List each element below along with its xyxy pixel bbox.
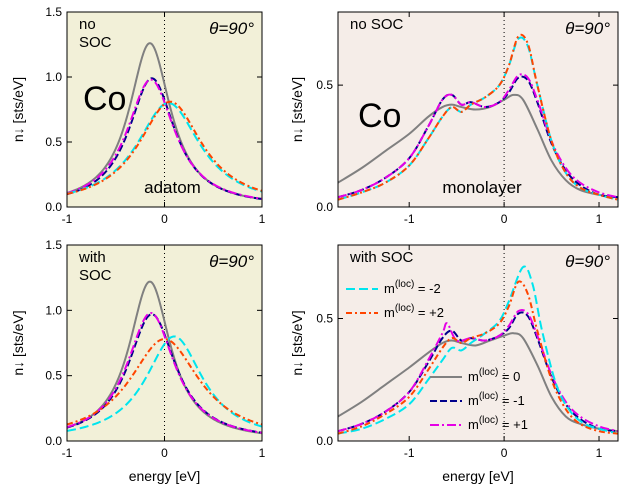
panel-top-right: -1 0 1 0.0 0.5 n↓ [sts/eV] no SOC θ=90° Co monola… <box>289 11 619 226</box>
legend-label: m(loc) = -1 <box>468 391 525 408</box>
y-tick-label: 0.0 <box>316 200 333 214</box>
panel-top-left: -1 0 1 0.0 0.5 1.0 1.5 n↓ [sts/eV] no SOC θ=90° Co a… <box>10 5 266 226</box>
y-tick-label: 0.0 <box>45 434 62 448</box>
y-tick-label: 0.5 <box>316 78 333 92</box>
y-tick-label: 0.0 <box>45 200 62 214</box>
x-tick-label: 1 <box>259 212 266 226</box>
y-tick-label: 0.5 <box>45 369 62 383</box>
x-tick-label: 0 <box>501 446 508 460</box>
y-axis-label: n↓ [sts/eV] <box>10 310 26 375</box>
theta-label: θ=90° <box>209 19 254 38</box>
plot-background <box>338 245 618 441</box>
soc-label: no SOC <box>350 16 404 33</box>
series-line-2 <box>67 78 262 200</box>
series-line-2 <box>338 308 618 433</box>
plot-frame <box>337 11 619 208</box>
x-tick-label: -1 <box>62 212 73 226</box>
x-tick-label: -1 <box>62 446 73 460</box>
legend-label: m(loc) = +1 <box>468 415 528 432</box>
series-line-3 <box>67 335 262 432</box>
legend-item: m(loc) = +1 <box>430 415 528 432</box>
x-tick-label: 0 <box>501 212 508 226</box>
soc-label: no SOC <box>79 16 112 51</box>
panel-bottom-left: -1 0 1 0.0 0.5 1.0 1.5 n↓ [sts/eV] energy [eV] wi… <box>10 238 266 484</box>
structure-label: adatom <box>144 178 201 197</box>
y-axis-label: n↓ [sts/eV] <box>10 77 26 142</box>
theta-label: θ=90° <box>209 252 254 271</box>
plot-frame <box>337 244 619 442</box>
y-tick-label: 0.0 <box>316 434 333 448</box>
theta-label: θ=90° <box>565 19 610 38</box>
element-label: Co <box>358 97 401 135</box>
soc-label: with SOC <box>78 249 112 284</box>
y-tick-label: 0.5 <box>316 312 333 326</box>
x-tick-label: 1 <box>259 446 266 460</box>
x-tick-label: -1 <box>404 212 415 226</box>
element-label: Co <box>83 80 126 118</box>
legend-item: m(loc) = +2 <box>346 303 444 320</box>
x-axis-label: energy [eV] <box>442 468 514 484</box>
legend-item: m(loc) = 0 <box>430 367 520 384</box>
legend-item: m(loc) = -1 <box>430 391 525 408</box>
series-line-3 <box>67 101 262 195</box>
x-tick-label: 1 <box>596 446 603 460</box>
y-tick-label: 1.5 <box>45 5 62 19</box>
soc-label: with SOC <box>349 249 414 266</box>
x-tick-label: 0 <box>161 212 168 226</box>
series-line-2 <box>67 311 262 434</box>
series-line-4 <box>338 280 618 435</box>
y-axis-label: n↓ [sts/eV] <box>289 310 305 375</box>
structure-label: monolayer <box>442 178 522 197</box>
y-tick-label: 1.0 <box>45 70 62 84</box>
panel-bottom-right: -1 0 1 0.0 0.5 n↓ [sts/eV] energy [eV] with SOC… <box>289 244 619 484</box>
x-tick-label: -1 <box>404 446 415 460</box>
x-tick-label: 0 <box>161 446 168 460</box>
series-line-2 <box>338 73 618 199</box>
y-tick-label: 1.5 <box>45 238 62 252</box>
series-line-4 <box>338 33 618 201</box>
legend-label: m(loc) = -2 <box>384 279 441 296</box>
legend-item: m(loc) = -2 <box>346 279 441 296</box>
series-line-3 <box>338 265 618 435</box>
theta-label: θ=90° <box>565 252 610 271</box>
y-tick-label: 0.5 <box>45 135 62 149</box>
y-axis-label: n↓ [sts/eV] <box>289 77 305 142</box>
x-axis-label: energy [eV] <box>129 468 201 484</box>
series-line-4 <box>67 100 262 195</box>
x-tick-label: 1 <box>596 212 603 226</box>
y-tick-label: 1.0 <box>45 303 62 317</box>
legend-label: m(loc) = 0 <box>468 367 520 384</box>
legend-label: m(loc) = +2 <box>384 303 444 320</box>
